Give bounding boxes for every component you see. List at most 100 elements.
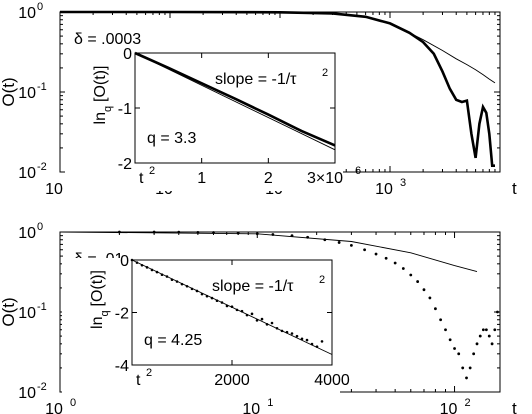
inset-x-tick-label: 2000 [214, 372, 250, 389]
inset-x-tick-label: 1 [197, 170, 206, 187]
data-point [384, 256, 388, 260]
inset-data-point [305, 338, 309, 342]
data-point [363, 248, 366, 252]
inset-data-point [215, 299, 219, 302]
inset-x-tick-label: t [139, 170, 144, 187]
data-point [374, 252, 378, 256]
y-tick-label: 10 [18, 305, 36, 322]
slope-label: slope = -1/τ [212, 278, 294, 295]
inset-data-point [160, 273, 164, 277]
data-point [393, 261, 397, 265]
y-tick-exponent: -1 [37, 301, 47, 313]
y-tick-exponent: -1 [37, 81, 47, 93]
inset-data-point [240, 309, 244, 313]
y-tick-label: 10 [18, 385, 36, 402]
inset-data-point [220, 301, 224, 304]
data-point [493, 328, 497, 332]
x-tick-exponent: 0 [70, 397, 76, 409]
data-point [444, 328, 447, 332]
data-point [475, 342, 479, 346]
data-point [478, 334, 482, 338]
inset-y-label-rest: [O(t)] [89, 270, 106, 306]
data-point [434, 307, 437, 311]
inset-data-point [155, 270, 159, 274]
inset-y-tick-label: -1 [118, 101, 132, 118]
inset-data-point [205, 294, 209, 298]
inset-y-label-sub: q [99, 310, 111, 316]
data-point [439, 318, 443, 322]
inset-data-point [285, 330, 289, 334]
data-point [487, 334, 491, 338]
data-point [453, 347, 456, 350]
slope-label-sup: 2 [322, 67, 328, 79]
slope-label-sup: 2 [319, 274, 325, 286]
data-point [401, 267, 405, 270]
inset-data-point [165, 275, 169, 278]
inset-data-curve [134, 51, 336, 147]
data-point [465, 376, 468, 380]
delta-annotation: δ = .0003 [74, 31, 141, 48]
inset-y-tick-label: 0 [123, 46, 132, 63]
q-label: q = 3.3 [147, 130, 196, 147]
inset-data-point [210, 296, 214, 300]
inset-data-point [145, 266, 149, 269]
inset-y-label-rest: [O(t)] [92, 66, 109, 102]
inset-data-point [270, 321, 274, 325]
inset-y-tick-label: -2 [118, 156, 132, 173]
inset-x-tick-sup: 2 [146, 367, 152, 379]
x-tick-exponent: 1 [267, 397, 273, 409]
inset-data-point [260, 317, 264, 321]
inset-data-point [245, 313, 249, 317]
y-tick-label: 10 [18, 225, 36, 242]
inset-y-label-ln: ln [92, 112, 109, 124]
fit-curve [60, 11, 496, 84]
inset-data-point [190, 287, 194, 291]
inset-y-tick-label: -2 [115, 306, 129, 323]
inset-data-point [275, 326, 279, 330]
inset-x-tick-label: 4000 [314, 372, 350, 389]
y-axis-label: O(t) [0, 297, 18, 326]
inset-data-point [290, 332, 294, 335]
y-tick-exponent: 0 [37, 1, 43, 13]
inset-data-point [230, 305, 234, 309]
data-point [496, 310, 499, 314]
inset-data-point [310, 342, 314, 346]
x-tick-exponent: 2 [465, 397, 471, 409]
data-point [428, 296, 432, 300]
data-point [457, 352, 461, 356]
data-point [448, 338, 452, 342]
data-point [481, 328, 485, 332]
data-point [349, 243, 353, 247]
inset-data-point [280, 329, 284, 333]
inset-x-tick-label: 2 [264, 170, 273, 187]
inset-data-point [315, 345, 319, 348]
inset-fit-line [134, 52, 336, 151]
inset-data-point [265, 323, 269, 326]
inset-y-label: lnq [O(t)] [89, 270, 111, 329]
inset-frame [134, 52, 336, 164]
data-point [461, 366, 465, 370]
inset-data-point [170, 278, 174, 281]
y-tick-label: 10 [18, 165, 36, 182]
inset-data-point [185, 284, 189, 288]
x-axis-label: t [512, 179, 517, 198]
inset-data-point [225, 304, 229, 308]
inset-y-label-ln: ln [89, 317, 106, 329]
data-point [484, 328, 488, 332]
inset-data-point [300, 337, 304, 341]
y-tick-label: 10 [18, 85, 36, 102]
data-point [490, 342, 494, 346]
x-tick-label: 10 [375, 181, 393, 198]
inset-x-tick-sup: 2 [149, 165, 155, 177]
inset-data-point [150, 268, 154, 272]
data-point [337, 241, 341, 244]
inset-x-tick-label: 3×10 [307, 170, 343, 187]
x-tick-exponent: 3 [400, 177, 406, 189]
x-tick-label: 10 [45, 401, 63, 414]
inset-data-point [140, 263, 144, 267]
x-tick-label: 10 [45, 181, 63, 198]
x-tick-label: 10 [242, 401, 260, 414]
x-tick-label: 10 [440, 401, 458, 414]
inset-data-point [195, 289, 199, 293]
